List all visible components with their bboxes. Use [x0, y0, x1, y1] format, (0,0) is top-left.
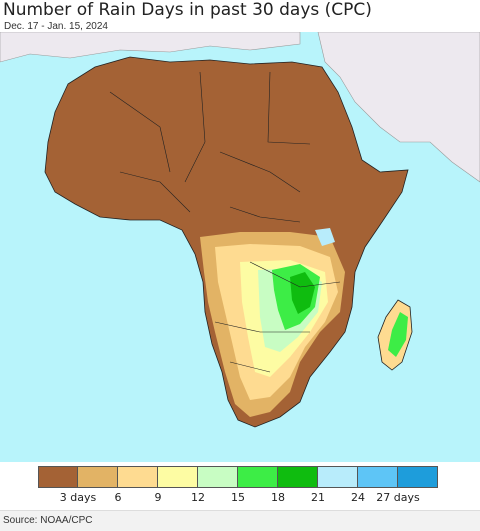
legend-color-bar	[38, 466, 438, 488]
legend-tick-label: 15	[231, 491, 245, 504]
rain-days-map	[0, 32, 480, 462]
europe-landmass	[0, 32, 301, 63]
legend-tick-label: 27 days	[376, 491, 420, 504]
legend-swatch	[398, 466, 438, 488]
legend-swatch	[78, 466, 118, 488]
legend-tick-label: 24	[351, 491, 365, 504]
legend-tick-label: 9	[154, 491, 162, 504]
source-text: Source: NOAA/CPC	[3, 515, 93, 526]
legend-tick-label: 21	[311, 491, 325, 504]
legend-swatch	[158, 466, 198, 488]
legend-tick-label: 3 days	[59, 491, 97, 504]
legend-swatch	[38, 466, 78, 488]
legend-tick-label: 18	[271, 491, 285, 504]
zone-lake-victoria	[315, 228, 335, 246]
madagascar-wet-zone	[388, 312, 408, 357]
legend-swatch	[118, 466, 158, 488]
map-title: Number of Rain Days in past 30 days (CPC…	[3, 0, 372, 20]
country-borders	[109, 71, 341, 373]
date-range: Dec. 17 - Jan. 15, 2024	[4, 21, 108, 32]
zone-21-days	[290, 272, 315, 314]
source-bar: Source: NOAA/CPC	[0, 510, 480, 531]
legend-swatch	[318, 466, 358, 488]
legend-swatch	[198, 466, 238, 488]
legend-swatch	[278, 466, 318, 488]
middle-east-landmass	[317, 32, 480, 183]
legend-tick-label: 12	[191, 491, 205, 504]
legend-swatch	[238, 466, 278, 488]
legend-tick-label: 6	[114, 491, 122, 504]
legend-ticks: 3 days 6 9 12 15 18 21 24 27 days	[38, 491, 438, 505]
legend-swatch	[358, 466, 398, 488]
